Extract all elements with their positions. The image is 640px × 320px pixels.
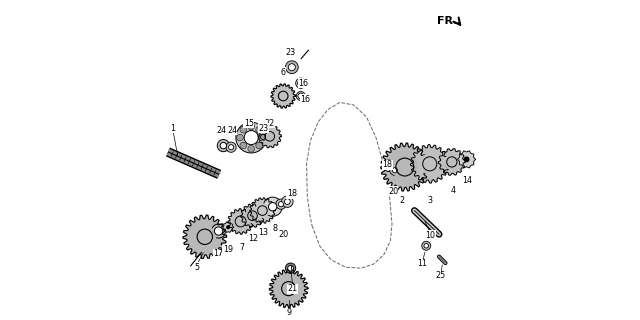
Text: 20: 20: [388, 187, 398, 196]
Circle shape: [259, 132, 268, 142]
Text: 22: 22: [264, 119, 275, 128]
Circle shape: [298, 93, 304, 99]
Polygon shape: [271, 84, 296, 108]
Polygon shape: [269, 269, 308, 308]
Circle shape: [246, 209, 259, 222]
Text: 25: 25: [436, 271, 446, 280]
Text: 4: 4: [451, 186, 455, 195]
Text: 18: 18: [382, 160, 392, 169]
Circle shape: [240, 126, 246, 133]
Circle shape: [288, 265, 293, 271]
Circle shape: [269, 203, 277, 211]
Circle shape: [233, 214, 248, 229]
Polygon shape: [223, 222, 234, 232]
Circle shape: [276, 199, 286, 209]
Circle shape: [285, 263, 296, 273]
Polygon shape: [250, 198, 275, 223]
Text: 9: 9: [286, 308, 291, 317]
Circle shape: [278, 202, 284, 207]
Text: 11: 11: [417, 260, 428, 268]
Polygon shape: [259, 125, 282, 148]
Text: 24: 24: [227, 126, 237, 135]
Polygon shape: [458, 151, 476, 168]
Circle shape: [279, 279, 298, 299]
Polygon shape: [381, 143, 429, 191]
Text: 17: 17: [213, 249, 223, 258]
Text: 16: 16: [301, 95, 310, 104]
Text: 5: 5: [194, 263, 200, 272]
Text: 19: 19: [223, 245, 233, 254]
Text: 2: 2: [399, 196, 404, 204]
Circle shape: [392, 168, 397, 173]
Text: 24: 24: [216, 126, 227, 135]
Text: 14: 14: [462, 176, 472, 185]
Text: 21: 21: [288, 284, 298, 293]
Circle shape: [237, 134, 243, 141]
Circle shape: [259, 134, 266, 141]
Circle shape: [464, 157, 468, 162]
Polygon shape: [438, 148, 465, 175]
Circle shape: [424, 244, 429, 248]
Circle shape: [260, 134, 266, 140]
Text: 1: 1: [170, 124, 175, 132]
Text: 6: 6: [281, 68, 285, 76]
Polygon shape: [241, 204, 264, 228]
Circle shape: [420, 154, 440, 174]
Circle shape: [422, 241, 431, 250]
Circle shape: [214, 227, 223, 235]
Circle shape: [386, 163, 392, 169]
Circle shape: [255, 204, 269, 217]
Text: 13: 13: [258, 228, 268, 237]
Circle shape: [220, 142, 227, 149]
Circle shape: [244, 131, 259, 145]
Text: 8: 8: [272, 224, 277, 233]
Text: 20: 20: [278, 230, 288, 239]
Circle shape: [240, 142, 246, 149]
Circle shape: [248, 123, 255, 130]
Circle shape: [236, 122, 267, 153]
Circle shape: [226, 142, 236, 152]
Circle shape: [211, 224, 226, 238]
Circle shape: [276, 89, 290, 103]
Circle shape: [228, 145, 234, 150]
Polygon shape: [183, 215, 227, 259]
Circle shape: [256, 126, 262, 133]
Text: 10: 10: [426, 231, 435, 240]
Text: 15: 15: [244, 119, 254, 128]
Circle shape: [263, 197, 282, 216]
Text: 16: 16: [298, 79, 308, 88]
Circle shape: [194, 226, 216, 248]
Circle shape: [296, 78, 306, 88]
Text: 18: 18: [287, 189, 297, 198]
Circle shape: [217, 140, 230, 152]
Text: 7: 7: [239, 243, 244, 252]
Polygon shape: [411, 145, 449, 183]
Circle shape: [285, 199, 291, 204]
Circle shape: [256, 142, 262, 149]
Circle shape: [282, 196, 293, 207]
Circle shape: [263, 130, 276, 143]
Circle shape: [248, 146, 255, 152]
Circle shape: [296, 92, 305, 100]
Circle shape: [298, 80, 304, 86]
Circle shape: [227, 226, 230, 228]
Text: 23: 23: [258, 124, 268, 132]
Text: 12: 12: [248, 234, 259, 243]
Text: 23: 23: [285, 48, 296, 57]
Circle shape: [383, 160, 394, 172]
Circle shape: [445, 155, 459, 169]
Circle shape: [390, 165, 400, 175]
Text: FR.: FR.: [437, 16, 458, 26]
Circle shape: [392, 155, 417, 180]
Polygon shape: [228, 209, 253, 234]
Text: 3: 3: [428, 196, 433, 204]
Circle shape: [289, 64, 296, 71]
Circle shape: [285, 61, 298, 74]
